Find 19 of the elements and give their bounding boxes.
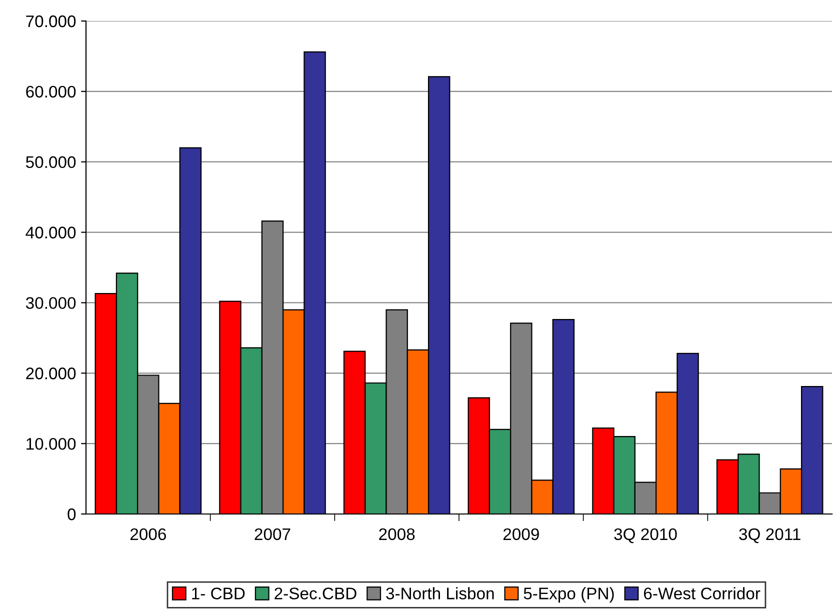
legend-label: 1- CBD [192, 588, 245, 600]
y-tick-label: 40.000 [26, 226, 76, 238]
x-tick-label: 2008 [379, 528, 415, 540]
legend-label: 3-North Lisbon [386, 587, 494, 600]
legend-label: 5-Expo (PN) [524, 587, 614, 603]
legend-label: 6-West Corridor [644, 587, 760, 600]
x-tick-label: 3Q 2010 [614, 528, 677, 544]
y-tick-label: 10.000 [26, 438, 76, 450]
y-tick-label: 20.000 [26, 368, 76, 380]
x-tick-label: 2006 [130, 528, 166, 540]
x-tick-label: 2007 [254, 528, 290, 540]
y-tick-label: 50.000 [26, 156, 76, 168]
y-tick-label: 70.000 [26, 15, 76, 28]
x-tick-label: 2009 [503, 528, 539, 540]
legend-label: 2-Sec.CBD [274, 588, 356, 600]
y-tick-label: 30.000 [26, 297, 76, 309]
x-tick-label: 3Q 2011 [739, 528, 800, 544]
y-tick-label: 60.000 [26, 86, 76, 98]
y-tick-label: 0 [68, 508, 76, 520]
